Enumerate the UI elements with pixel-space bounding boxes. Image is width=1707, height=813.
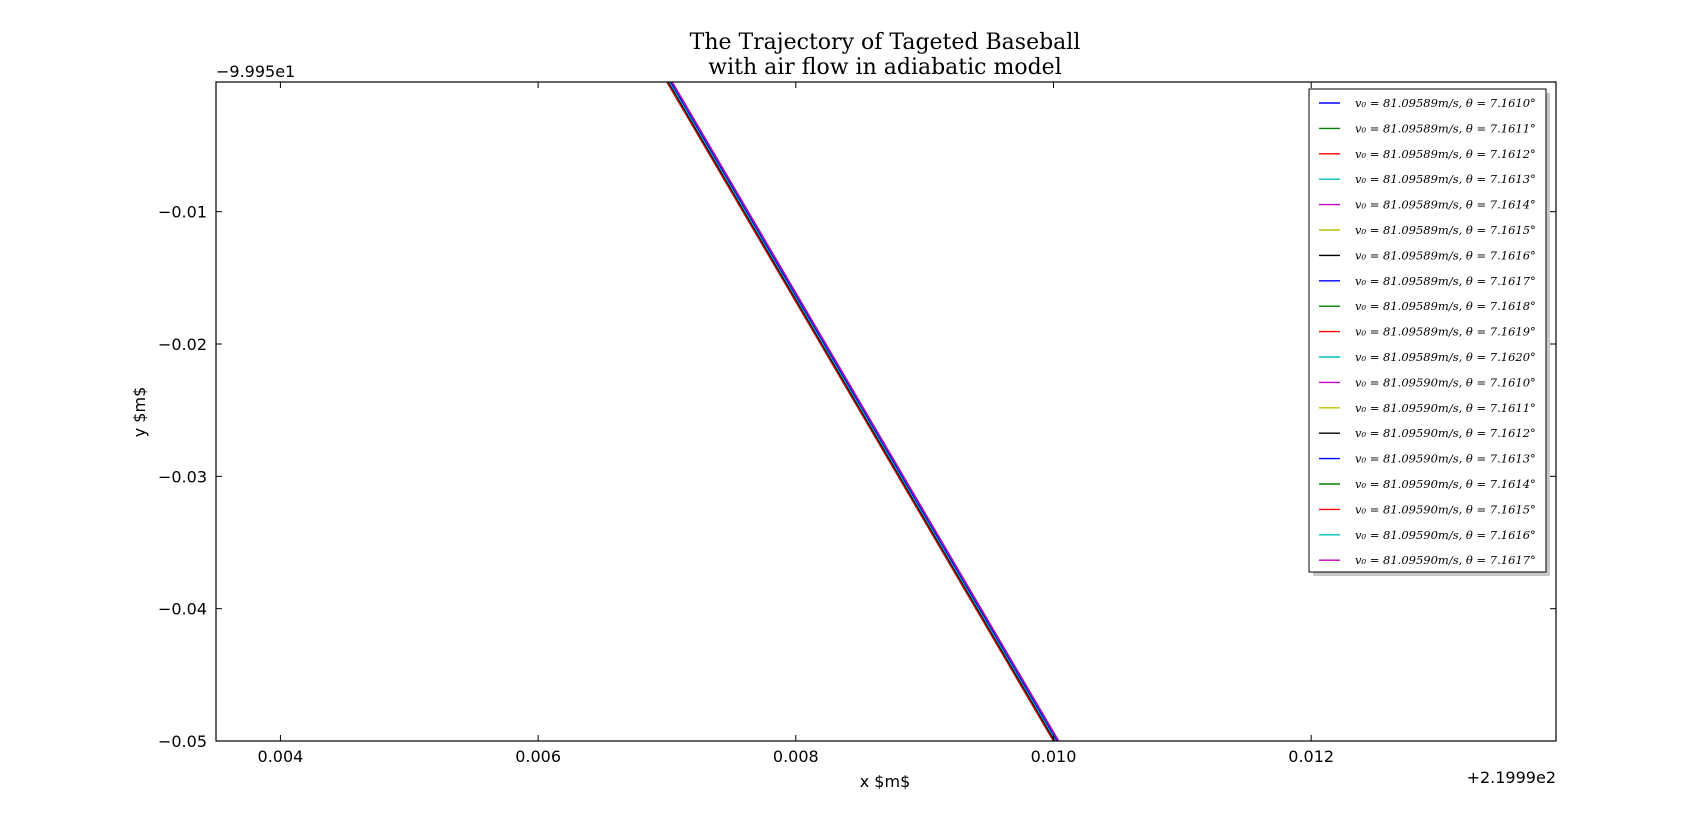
x-offset-label: +2.1999e2 <box>1467 768 1556 787</box>
legend: v₀ = 81.09589m/s, θ = 7.1610° v₀ = 81.095… <box>1308 88 1550 576</box>
y-axis-ticks: −0.01 −0.02 −0.03 −0.04 −0.05 <box>158 203 1556 751</box>
legend-entry: v₀ = 81.09590m/s, θ = 7.1615° <box>1319 502 1536 516</box>
legend-label: v₀ = 81.09589m/s, θ = 7.1618° <box>1355 299 1536 313</box>
legend-entry: v₀ = 81.09590m/s, θ = 7.1616° <box>1319 528 1536 542</box>
series-line-11 <box>668 82 1057 741</box>
legend-label: v₀ = 81.09590m/s, θ = 7.1616° <box>1355 528 1536 542</box>
legend-label: v₀ = 81.09589m/s, θ = 7.1611° <box>1355 121 1536 135</box>
legend-label: v₀ = 81.09589m/s, θ = 7.1615° <box>1355 223 1536 237</box>
series-line-19 <box>671 82 1060 741</box>
y-axis-label: y $m$ <box>130 387 149 438</box>
x-axis-ticks: 0.004 0.006 0.008 0.010 0.012 <box>258 82 1334 766</box>
x-tick-label: 0.004 <box>258 747 304 766</box>
legend-entry: v₀ = 81.09589m/s, θ = 7.1620° <box>1319 350 1536 364</box>
legend-entry: v₀ = 81.09589m/s, θ = 7.1612° <box>1319 147 1536 161</box>
legend-label: v₀ = 81.09590m/s, θ = 7.1611° <box>1355 401 1536 415</box>
legend-entry: v₀ = 81.09589m/s, θ = 7.1613° <box>1319 172 1536 186</box>
legend-label: v₀ = 81.09589m/s, θ = 7.1614° <box>1355 198 1536 212</box>
y-tick-label: −0.05 <box>158 732 207 751</box>
chart-title: The Trajectory of Tageted Baseball <box>690 30 1081 55</box>
legend-entry: v₀ = 81.09589m/s, θ = 7.1610° <box>1319 96 1536 110</box>
legend-entry: v₀ = 81.09590m/s, θ = 7.1611° <box>1319 401 1536 415</box>
legend-entry: v₀ = 81.09590m/s, θ = 7.1617° <box>1319 553 1536 567</box>
y-tick-label: −0.04 <box>158 600 207 619</box>
legend-frame <box>1308 88 1547 573</box>
legend-items: v₀ = 81.09589m/s, θ = 7.1610° v₀ = 81.095… <box>1319 96 1536 567</box>
x-axis-label: x $m$ <box>860 772 911 791</box>
y-tick-label: −0.01 <box>158 203 207 222</box>
legend-entry: v₀ = 81.09590m/s, θ = 7.1612° <box>1319 426 1536 440</box>
legend-label: v₀ = 81.09589m/s, θ = 7.1612° <box>1355 147 1536 161</box>
plot-frame <box>215 81 1557 742</box>
x-tick-label: 0.010 <box>1031 747 1077 766</box>
legend-entry: v₀ = 81.09589m/s, θ = 7.1619° <box>1319 325 1536 339</box>
legend-entry: v₀ = 81.09589m/s, θ = 7.1615° <box>1319 223 1536 237</box>
legend-label: v₀ = 81.09590m/s, θ = 7.1612° <box>1355 426 1536 440</box>
series-line-15 <box>670 82 1058 741</box>
legend-label: v₀ = 81.09589m/s, θ = 7.1610° <box>1355 96 1536 110</box>
y-offset-label: −9.995e1 <box>216 62 295 81</box>
legend-label: v₀ = 81.09590m/s, θ = 7.1614° <box>1355 477 1536 491</box>
legend-entry: v₀ = 81.09590m/s, θ = 7.1613° <box>1319 452 1536 466</box>
legend-label: v₀ = 81.09590m/s, θ = 7.1615° <box>1355 502 1536 516</box>
y-tick-label: −0.02 <box>158 335 207 354</box>
legend-label: v₀ = 81.09589m/s, θ = 7.1616° <box>1355 248 1536 262</box>
series-layer <box>666 82 1060 741</box>
legend-label: v₀ = 81.09589m/s, θ = 7.1619° <box>1355 325 1536 339</box>
chart-subtitle: with air flow in adiabatic model <box>708 55 1061 80</box>
legend-entry: v₀ = 81.09589m/s, θ = 7.1618° <box>1319 299 1536 313</box>
legend-label: v₀ = 81.09590m/s, θ = 7.1610° <box>1355 375 1536 389</box>
legend-entry: v₀ = 81.09590m/s, θ = 7.1610° <box>1319 375 1536 389</box>
legend-label: v₀ = 81.09590m/s, θ = 7.1617° <box>1355 553 1536 567</box>
x-tick-label: 0.012 <box>1288 747 1334 766</box>
legend-label: v₀ = 81.09589m/s, θ = 7.1617° <box>1355 274 1536 288</box>
legend-entry: v₀ = 81.09589m/s, θ = 7.1616° <box>1319 248 1536 262</box>
legend-label: v₀ = 81.09589m/s, θ = 7.1613° <box>1355 172 1536 186</box>
legend-entry: v₀ = 81.09590m/s, θ = 7.1614° <box>1319 477 1536 491</box>
legend-label: v₀ = 81.09590m/s, θ = 7.1613° <box>1355 452 1536 466</box>
legend-label: v₀ = 81.09589m/s, θ = 7.1620° <box>1355 350 1536 364</box>
legend-entry: v₀ = 81.09589m/s, θ = 7.1617° <box>1319 274 1536 288</box>
series-line-3 <box>666 82 1055 741</box>
y-tick-label: −0.03 <box>158 467 207 486</box>
legend-entry: v₀ = 81.09589m/s, θ = 7.1611° <box>1319 121 1536 135</box>
x-tick-label: 0.006 <box>515 747 561 766</box>
x-tick-label: 0.008 <box>773 747 819 766</box>
series-line-7 <box>667 82 1056 741</box>
legend-entry: v₀ = 81.09589m/s, θ = 7.1614° <box>1319 198 1536 212</box>
